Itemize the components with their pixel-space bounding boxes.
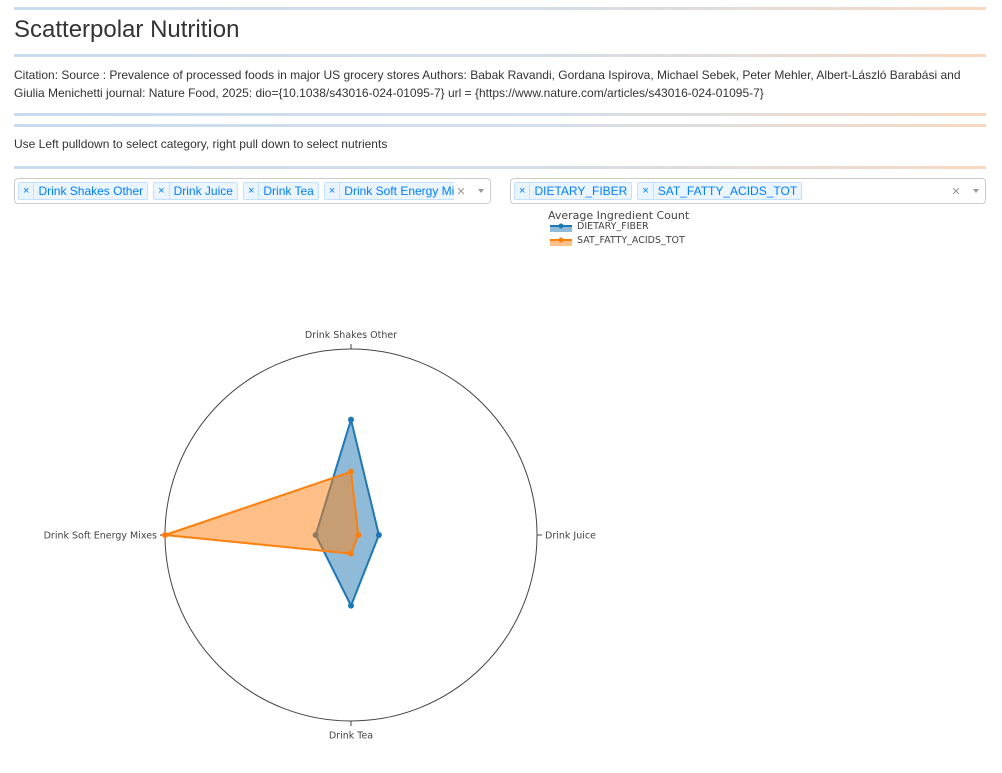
category-tag-drink-soft-energy-mixes: × Drink Soft Energy Mixes <box>323 182 454 200</box>
data-point[interactable] <box>348 550 354 557</box>
remove-tag-icon[interactable]: × <box>154 183 170 199</box>
clear-all-icon[interactable]: × <box>456 182 466 200</box>
remove-tag-icon[interactable]: × <box>638 183 654 199</box>
category-multiselect[interactable]: × Drink Shakes Other × Drink Juice × Dri… <box>14 178 491 204</box>
legend-marker <box>558 223 564 229</box>
nutrient-multiselect[interactable]: × DIETARY_FIBER × SAT_FATTY_ACIDS_TOT × <box>510 178 986 204</box>
top-divider <box>14 7 986 10</box>
clear-all-icon[interactable]: × <box>951 182 961 200</box>
instructions-text: Use Left pulldown to select category, ri… <box>14 137 388 151</box>
legend-item-label[interactable]: DIETARY_FIBER <box>577 221 649 232</box>
citation-divider-1 <box>14 113 986 116</box>
data-point[interactable] <box>348 468 354 475</box>
category-tag-drink-shakes-other: × Drink Shakes Other <box>18 182 149 200</box>
legend-title: Average Ingredient Count <box>548 209 690 222</box>
instructions-divider <box>14 166 986 169</box>
category-tag-drink-juice: × Drink Juice <box>153 182 238 200</box>
remove-tag-icon[interactable]: × <box>244 183 260 199</box>
citation-text: Citation: Source : Prevalence of process… <box>14 68 961 100</box>
tag-label: Drink Juice <box>173 184 233 198</box>
angular-axis-label: Drink Soft Energy Mixes <box>44 530 157 541</box>
tag-label: DIETARY_FIBER <box>534 184 628 198</box>
remove-tag-icon[interactable]: × <box>19 183 35 199</box>
angular-axis-label: Drink Shakes Other <box>305 330 397 341</box>
legend-item-label[interactable]: SAT_FATTY_ACIDS_TOT <box>577 235 685 246</box>
remove-tag-icon[interactable]: × <box>325 183 341 199</box>
dropdown-arrow-icon[interactable] <box>967 189 985 193</box>
scatterpolar-chart: Drink Shakes Other Drink Juice Drink Tea Dr… <box>44 209 690 742</box>
category-tag-drink-tea: × Drink Tea <box>242 182 319 200</box>
legend-swatch[interactable] <box>550 240 572 246</box>
title-divider <box>14 54 986 57</box>
dropdown-arrow-icon[interactable] <box>472 189 490 193</box>
data-point[interactable] <box>348 602 354 609</box>
tag-label: Drink Shakes Other <box>38 184 144 198</box>
tag-label: SAT_FATTY_ACIDS_TOT <box>657 184 798 198</box>
angular-axis-label: Drink Juice <box>545 530 596 541</box>
nutrient-tag-sat-fatty-acids-tot: × SAT_FATTY_ACIDS_TOT <box>637 182 803 200</box>
citation-divider-2 <box>14 124 986 127</box>
series-area-sat-fatty-acids-tot[interactable] <box>164 470 360 555</box>
remove-tag-icon[interactable]: × <box>515 183 531 199</box>
angular-axis-label: Drink Tea <box>329 731 373 742</box>
legend-swatch[interactable] <box>550 226 572 232</box>
category-tags: × Drink Shakes Other × Drink Juice × Dri… <box>18 182 454 200</box>
data-point[interactable] <box>355 532 362 538</box>
data-point[interactable] <box>162 532 168 538</box>
page-title: Scatterpolar Nutrition <box>14 16 240 43</box>
data-point[interactable] <box>348 416 354 423</box>
legend-marker <box>558 237 564 243</box>
tag-label: Drink Soft Energy Mixes <box>344 184 454 198</box>
nutrient-tags: × DIETARY_FIBER × SAT_FATTY_ACIDS_TOT <box>514 182 949 200</box>
data-point[interactable] <box>375 532 382 538</box>
tag-label: Drink Tea <box>263 184 314 198</box>
nutrient-tag-dietary-fiber: × DIETARY_FIBER <box>514 182 633 200</box>
